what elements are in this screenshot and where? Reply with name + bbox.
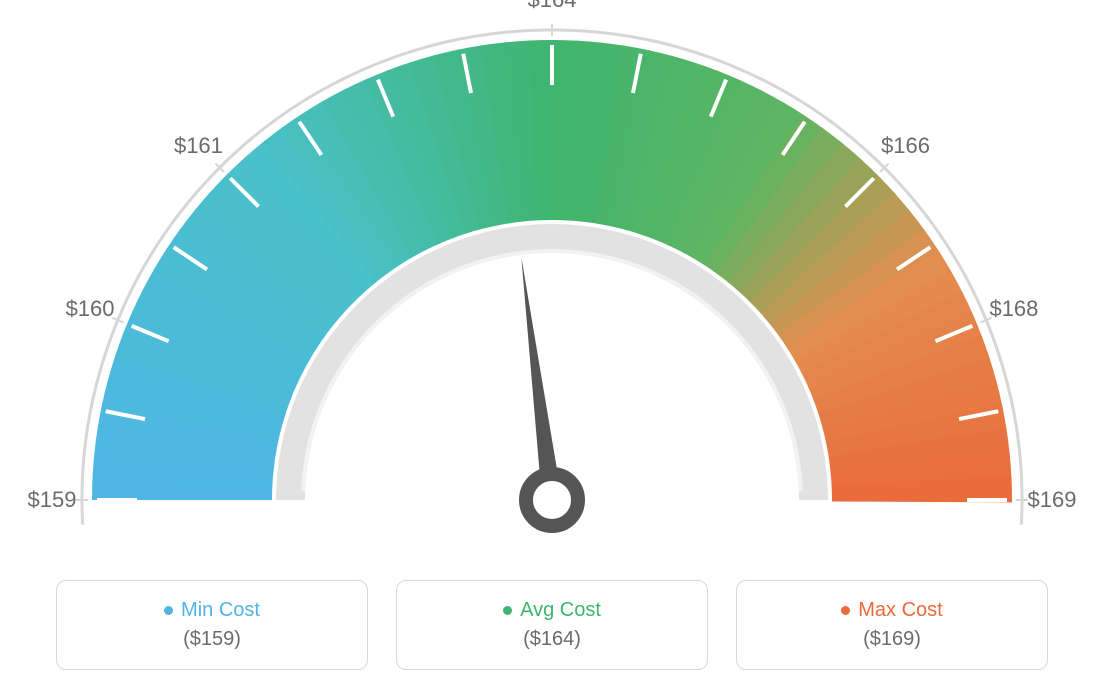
legend-min-card: Min Cost ($159)	[56, 580, 368, 670]
scale-label: $160	[66, 296, 115, 322]
gauge-svg	[0, 0, 1104, 560]
legend-min-value: ($159)	[183, 628, 241, 651]
legend-avg-card: Avg Cost ($164)	[396, 580, 708, 670]
legend-max-dot	[841, 606, 850, 615]
legend-avg-title: Avg Cost	[503, 599, 601, 622]
scale-label: $169	[1028, 487, 1077, 513]
legend-min-title: Min Cost	[164, 599, 260, 622]
cost-gauge-chart: $159 $160 $161 $164 $166 $168 $169 Min Cost ($…	[0, 0, 1104, 690]
scale-label: $164	[528, 0, 577, 13]
legend-max-value: ($169)	[863, 628, 921, 651]
needle-hub	[526, 474, 578, 526]
legend-avg-dot	[503, 606, 512, 615]
scale-label: $159	[28, 487, 77, 513]
legend-max-card: Max Cost ($169)	[736, 580, 1048, 670]
legend-max-title: Max Cost	[841, 599, 942, 622]
legend-min-dot	[164, 606, 173, 615]
legend-row: Min Cost ($159) Avg Cost ($164) Max Cost…	[0, 580, 1104, 670]
legend-avg-value: ($164)	[523, 628, 581, 651]
scale-label: $168	[989, 296, 1038, 322]
legend-max-label: Max Cost	[858, 599, 942, 622]
gauge-needle	[521, 257, 562, 501]
scale-label: $161	[174, 133, 223, 159]
legend-avg-label: Avg Cost	[520, 599, 601, 622]
scale-label: $166	[881, 133, 930, 159]
legend-min-label: Min Cost	[181, 599, 260, 622]
gauge-area: $159 $160 $161 $164 $166 $168 $169	[0, 0, 1104, 560]
